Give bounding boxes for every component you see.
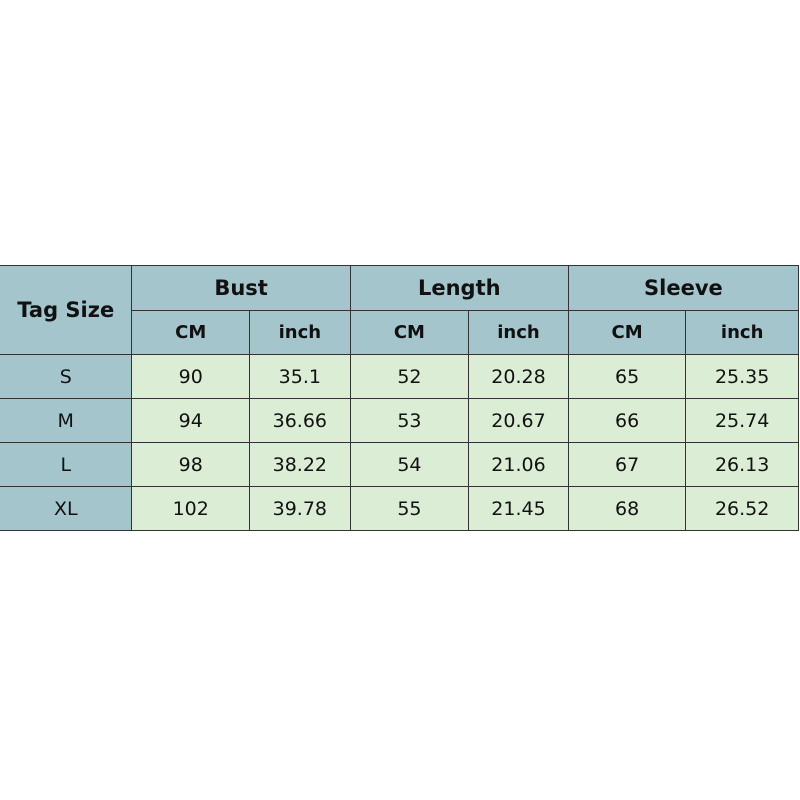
value-cell: 66 <box>567 398 687 443</box>
value-cell: 25.35 <box>685 354 799 399</box>
unit-header: CM <box>131 310 250 355</box>
table-row: L 98 38.22 54 21.06 67 26.13 <box>0 442 799 487</box>
value-cell: 102 <box>131 486 250 531</box>
size-cell: XL <box>0 486 133 531</box>
value-cell: 26.52 <box>685 486 799 531</box>
unit-header: inch <box>248 310 351 355</box>
size-cell: S <box>0 354 133 399</box>
value-cell: 36.66 <box>248 398 351 443</box>
unit-row: CM inch CM inch CM inch <box>0 310 799 355</box>
value-cell: 53 <box>349 398 470 443</box>
value-cell: 21.06 <box>468 442 569 487</box>
value-cell: 39.78 <box>248 486 351 531</box>
value-cell: 26.13 <box>685 442 799 487</box>
length-header: Length <box>349 265 569 311</box>
value-cell: 54 <box>349 442 470 487</box>
value-cell: 38.22 <box>248 442 351 487</box>
sleeve-header: Sleeve <box>567 265 800 311</box>
table-row: S 90 35.1 52 20.28 65 25.35 <box>0 354 799 399</box>
table-row: XL 102 39.78 55 21.45 68 26.52 <box>0 486 799 531</box>
value-cell: 21.45 <box>468 486 569 531</box>
value-cell: 65 <box>567 354 687 399</box>
value-cell: 68 <box>567 486 687 531</box>
unit-header: CM <box>349 310 470 355</box>
unit-header: CM <box>567 310 687 355</box>
tag-size-header: Tag Size <box>0 265 133 355</box>
value-cell: 20.67 <box>468 398 569 443</box>
table-row: M 94 36.66 53 20.67 66 25.74 <box>0 398 799 443</box>
value-cell: 94 <box>131 398 250 443</box>
value-cell: 67 <box>567 442 687 487</box>
value-cell: 25.74 <box>685 398 799 443</box>
value-cell: 98 <box>131 442 250 487</box>
value-cell: 20.28 <box>468 354 569 399</box>
size-cell: M <box>0 398 133 443</box>
value-cell: 55 <box>349 486 470 531</box>
value-cell: 35.1 <box>248 354 351 399</box>
header-row: Tag Size Bust Length Sleeve <box>0 265 800 355</box>
size-cell: L <box>0 442 133 487</box>
value-cell: 90 <box>131 354 250 399</box>
unit-header: inch <box>468 310 569 355</box>
bust-header: Bust <box>131 265 351 311</box>
unit-header: inch <box>685 310 799 355</box>
value-cell: 52 <box>349 354 470 399</box>
size-chart-table: Tag Size Bust Length Sleeve CM inch CM i… <box>0 265 800 531</box>
